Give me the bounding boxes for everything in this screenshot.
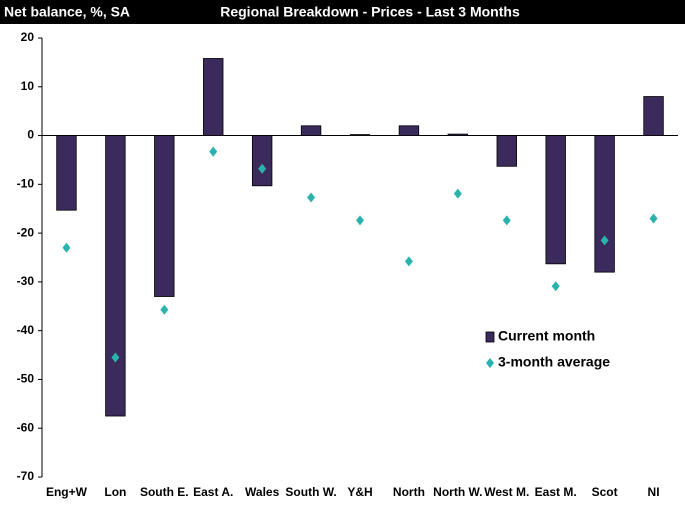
marker	[600, 235, 609, 246]
marker	[160, 304, 169, 315]
bar	[56, 135, 77, 211]
marker	[307, 192, 316, 203]
y-tick-label: 0	[27, 128, 34, 142]
y-tick-label: -10	[17, 177, 35, 191]
chart-title: Regional Breakdown - Prices - Last 3 Mon…	[220, 4, 520, 20]
bar	[203, 58, 224, 136]
x-tick-label: Eng+W	[46, 485, 88, 499]
y-tick-label: 20	[21, 30, 35, 44]
y-tick-label: -20	[17, 225, 35, 239]
bar	[105, 135, 126, 417]
x-tick-label: East A.	[193, 485, 233, 499]
x-tick-label: North W.	[433, 485, 482, 499]
legend-label: 3-month average	[498, 354, 610, 370]
bar	[545, 135, 566, 265]
x-tick-label: NI	[648, 485, 660, 499]
y-tick-label: -30	[17, 274, 35, 288]
legend-swatch	[486, 358, 494, 368]
x-tick-label: Wales	[245, 485, 280, 499]
marker	[258, 163, 267, 174]
x-tick-label: Scot	[592, 485, 618, 499]
marker	[404, 256, 413, 267]
marker	[111, 352, 120, 363]
marker	[551, 281, 560, 292]
marker	[62, 242, 71, 253]
header-bar	[0, 0, 685, 24]
x-tick-label: West M.	[484, 485, 529, 499]
x-tick-label: North	[393, 485, 425, 499]
bar	[398, 125, 420, 136]
y-tick-label: -40	[17, 323, 35, 337]
marker	[502, 215, 511, 226]
bar	[594, 135, 615, 273]
x-tick-label: East M.	[535, 485, 577, 499]
x-tick-label: Y&H	[347, 485, 372, 499]
bar	[447, 133, 469, 136]
y-tick-label: -60	[17, 420, 35, 434]
y-tick-label: -50	[17, 372, 35, 386]
x-tick-label: South W.	[285, 485, 336, 499]
bar	[300, 125, 322, 136]
legend-label: Current month	[498, 328, 595, 344]
bar	[251, 135, 273, 187]
y-tick-label: -70	[17, 469, 35, 483]
x-tick-label: South E.	[140, 485, 189, 499]
bar	[154, 135, 175, 297]
legend-swatch	[485, 331, 495, 343]
x-tick-label: Lon	[104, 485, 126, 499]
y-tick-label: 10	[21, 79, 35, 93]
marker	[453, 188, 462, 199]
bar	[496, 135, 517, 167]
marker	[649, 213, 658, 224]
bar	[349, 134, 371, 136]
bar	[643, 96, 664, 136]
marker	[356, 215, 364, 226]
marker	[209, 146, 218, 157]
y-axis-label: Net balance, %, SA	[4, 4, 130, 20]
